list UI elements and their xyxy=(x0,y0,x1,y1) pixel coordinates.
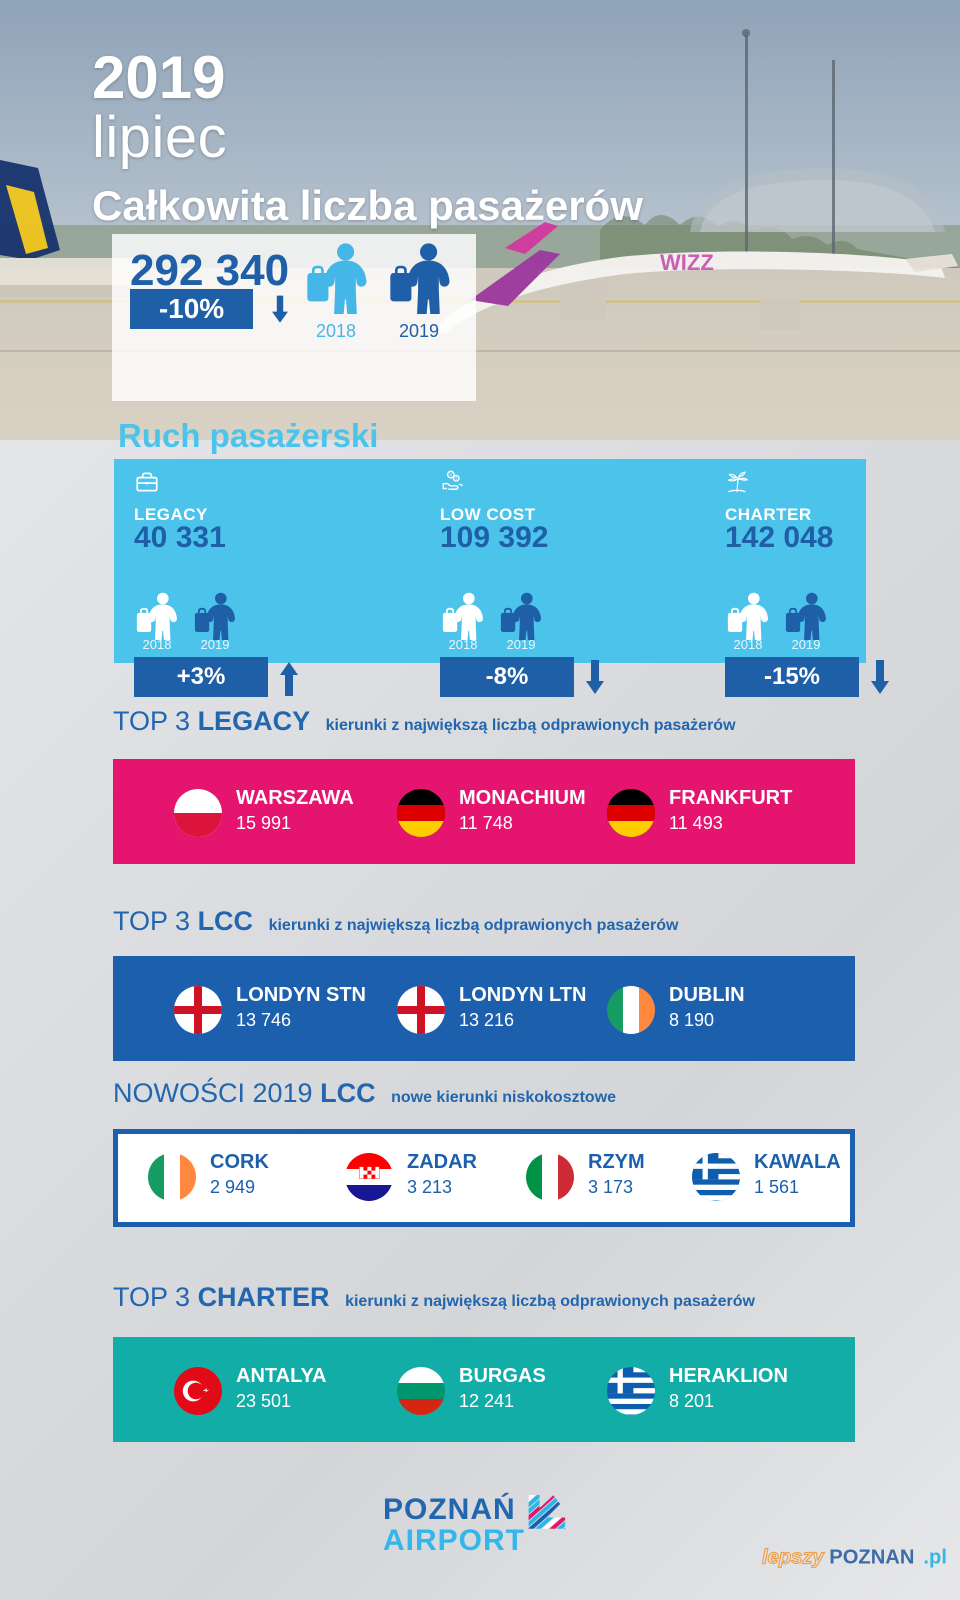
svg-text:POZNAN: POZNAN xyxy=(829,1547,914,1569)
svg-text:WIZZ: WIZZ xyxy=(660,250,714,275)
svg-text:lepszy: lepszy xyxy=(762,1547,825,1569)
svg-text:$: $ xyxy=(455,477,457,481)
svg-text:$: $ xyxy=(450,473,452,477)
svg-text:.pl: .pl xyxy=(923,1547,947,1569)
